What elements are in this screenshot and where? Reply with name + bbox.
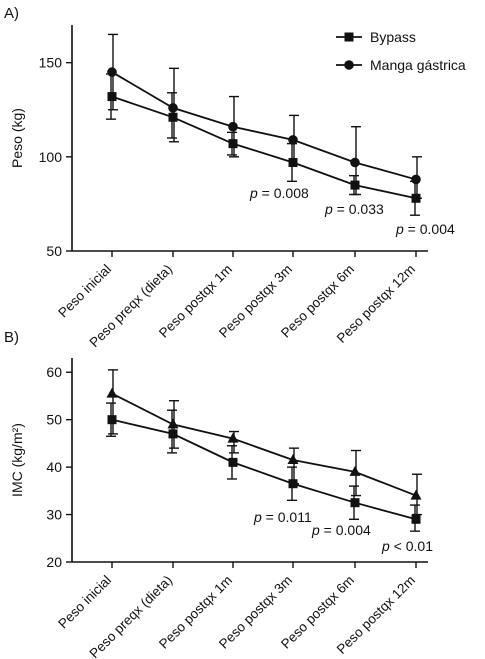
chart2-series-2-point: [167, 418, 179, 429]
chart2-series-1-point: [411, 514, 421, 524]
legend-marker-2: [344, 60, 354, 70]
chart1-series-2-point: [168, 103, 178, 113]
chart1-p-value-annotation: p = 0.004: [395, 221, 455, 237]
chart1-series-2-point: [107, 67, 117, 77]
chart1-x-tick-label: Peso inicial: [55, 262, 114, 321]
chart1-p-value-annotation: p = 0.008: [249, 185, 309, 201]
chart1-series-2-point: [228, 121, 238, 132]
chart2-x-tick-label: Peso inicial: [55, 573, 114, 632]
chart2-y-tick-label: 60: [46, 364, 62, 380]
legend-marker-1: [344, 32, 354, 42]
chart2-series-1-point: [228, 457, 238, 467]
chart2-series-1-line: [111, 418, 417, 521]
chart1-series-2-point: [350, 157, 360, 168]
chart2-y-tick-label: 20: [46, 554, 62, 570]
chart2-series-1-point: [350, 498, 360, 508]
chart1-p-value-annotation: p = 0.033: [324, 201, 384, 217]
chart1-y-axis-label: Peso (kg): [9, 108, 25, 168]
chart2-y-axis-label: IMC (kg/m²): [9, 423, 25, 497]
chart2-y-tick-label: 30: [46, 507, 62, 523]
chart2-series-2-point: [106, 387, 118, 398]
chart2-y-tick-label: 50: [46, 412, 62, 428]
chart2-series-1-point: [168, 429, 178, 439]
chart2-panel-label: B): [4, 329, 19, 346]
chart2-p-value-annotation: p = 0.011: [253, 509, 312, 525]
chart1-series-1-point: [350, 180, 360, 190]
chart1-y-tick-label: 150: [39, 55, 63, 71]
chart1-series-1-line: [111, 95, 417, 200]
chart1-series-2-point: [288, 135, 298, 145]
chart2-p-value-annotation: p = 0.004: [311, 522, 371, 538]
chart2-series-2-point: [349, 465, 361, 476]
chart1-panel-label: A): [4, 5, 19, 22]
chart2-series-1-point: [107, 415, 117, 425]
chart2-series-2-point: [287, 454, 299, 464]
chart1-series-1-point: [168, 112, 178, 122]
chart2-y-tick-label: 40: [46, 459, 62, 475]
chart1-series-1-point: [288, 157, 298, 167]
legend-label-1: Bypass: [370, 29, 416, 45]
chart1-series-1-point: [228, 139, 238, 149]
chart2-series-2-point: [410, 489, 422, 500]
chart1-series-1-point: [107, 92, 117, 102]
chart1-series-2-line: [111, 71, 417, 181]
chart1-y-tick-label: 50: [46, 243, 62, 259]
chart2-series-2-line: [111, 392, 417, 497]
legend-label-2: Manga gástrica: [370, 57, 466, 73]
chart1-y-tick-label: 100: [39, 149, 63, 165]
chart1-series-2-point: [411, 174, 421, 185]
chart2-series-2-point: [227, 432, 239, 443]
chart2-p-value-annotation: p < 0.01: [381, 538, 433, 554]
